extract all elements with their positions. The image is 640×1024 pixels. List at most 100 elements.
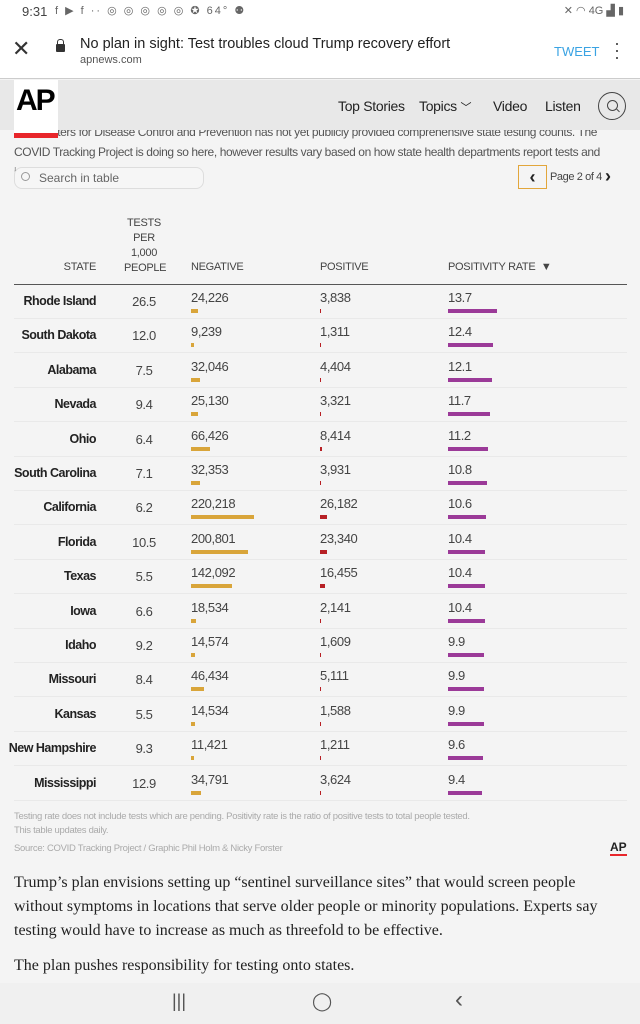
negative-bar bbox=[191, 721, 196, 726]
table-row: Nevada 9.4 25,130 3,321 11.7 bbox=[14, 388, 627, 423]
header-negative[interactable]: NEGATIVE bbox=[191, 261, 244, 273]
tests-per-1000: 6.2 bbox=[135, 500, 153, 516]
table-row: Texas 5.5 142,092 16,455 10.4 bbox=[14, 560, 627, 595]
tests-per-1000: 9.3 bbox=[135, 741, 153, 757]
table-row: Missouri 8.4 46,434 5,111 9.9 bbox=[14, 663, 627, 698]
table-update-note: This table updates daily. bbox=[14, 825, 109, 836]
table-row: Mississippi 12.9 34,791 3,624 9.4 bbox=[14, 767, 627, 801]
nav-topics[interactable]: Topics ﹀ bbox=[419, 98, 472, 114]
state-name: South Carolina bbox=[14, 466, 96, 480]
tests-per-1000: 10.5 bbox=[132, 534, 156, 550]
header-positive[interactable]: POSITIVE bbox=[320, 261, 369, 273]
tests-per-1000: 5.5 bbox=[135, 569, 153, 585]
notification-icons: f ▶ f ·· ◎ ◎ ◎ ◎ ◎ ✪ 64° ⚉ bbox=[55, 5, 247, 17]
positive-value: 3,624 bbox=[320, 771, 351, 787]
positive-bar bbox=[320, 481, 322, 485]
positivity-rate-value: 11.2 bbox=[448, 427, 471, 443]
state-name: Iowa bbox=[70, 603, 96, 618]
table-row: California 6.2 220,218 26,182 10.6 bbox=[14, 491, 627, 526]
positive-value: 2,141 bbox=[320, 599, 351, 615]
nav-top-stories[interactable]: Top Stories bbox=[338, 98, 405, 114]
nav-listen[interactable]: Listen bbox=[545, 98, 581, 114]
positivity-rate-value: 9.9 bbox=[448, 668, 465, 684]
tests-per-1000: 6.4 bbox=[135, 431, 153, 447]
state-name: New Hampshire bbox=[8, 741, 97, 756]
lock-icon[interactable] bbox=[56, 39, 65, 52]
positivity-rate-bar bbox=[448, 756, 483, 761]
positivity-rate-value: 10.6 bbox=[448, 496, 472, 512]
header-state[interactable]: STATE bbox=[63, 261, 97, 273]
negative-bar bbox=[191, 343, 194, 348]
positivity-rate-value: 12.1 bbox=[448, 358, 472, 374]
negative-bar bbox=[191, 584, 232, 589]
negative-bar bbox=[191, 515, 254, 520]
clock: 9:31 bbox=[22, 4, 48, 19]
positivity-rate-bar bbox=[448, 515, 487, 520]
table-search-input[interactable]: Search in table bbox=[14, 167, 204, 189]
next-page-button[interactable]: › bbox=[605, 166, 611, 186]
positivity-rate-value: 12.4 bbox=[448, 324, 472, 340]
ap-footer-logo: AP bbox=[610, 840, 627, 856]
negative-bar bbox=[191, 309, 198, 313]
tests-per-1000: 9.4 bbox=[135, 397, 153, 413]
positivity-rate-bar bbox=[448, 687, 484, 692]
positive-bar bbox=[320, 790, 322, 795]
positivity-rate-value: 9.9 bbox=[448, 702, 465, 718]
search-icon[interactable] bbox=[598, 92, 626, 120]
negative-bar bbox=[191, 377, 201, 382]
more-options-icon[interactable]: · · · bbox=[614, 33, 620, 67]
header-tests[interactable]: TESTS PER 1,000 PEOPLE bbox=[124, 217, 167, 274]
positive-value: 1,211 bbox=[320, 737, 350, 753]
home-icon[interactable]: ◯ bbox=[312, 991, 333, 1011]
table-row: South Carolina 7.1 32,353 3,931 10.8 bbox=[14, 457, 627, 491]
positive-value: 1,609 bbox=[320, 634, 351, 649]
state-name: Nevada bbox=[54, 397, 97, 412]
search-icon bbox=[21, 172, 30, 181]
recents-icon[interactable]: ||| bbox=[172, 991, 187, 1011]
positivity-rate-bar bbox=[448, 653, 484, 657]
positivity-rate-bar bbox=[448, 343, 493, 348]
positivity-rate-bar bbox=[448, 481, 487, 485]
state-name: Texas bbox=[63, 569, 97, 584]
positivity-rate-bar bbox=[448, 790, 482, 795]
tests-per-1000: 5.5 bbox=[135, 706, 153, 722]
state-name: Missouri bbox=[48, 672, 97, 687]
positive-value: 3,838 bbox=[320, 290, 351, 305]
negative-value: 14,574 bbox=[191, 634, 229, 649]
negative-bar bbox=[191, 687, 205, 692]
tests-per-1000: 26.5 bbox=[132, 294, 156, 309]
negative-bar bbox=[191, 412, 199, 417]
negative-value: 32,353 bbox=[191, 462, 229, 477]
positive-bar bbox=[320, 412, 321, 417]
nav-video[interactable]: Video bbox=[493, 98, 528, 114]
negative-bar bbox=[191, 790, 201, 795]
positive-bar bbox=[320, 309, 322, 313]
positivity-rate-bar bbox=[448, 412, 491, 417]
tests-per-1000: 8.4 bbox=[135, 672, 153, 688]
sort-desc-icon: ▼ bbox=[540, 261, 552, 273]
table-row: South Dakota 12.0 9,239 1,311 12.4 bbox=[14, 319, 627, 354]
status-bar: 9:31 f ▶ f ·· ◎ ◎ ◎ ◎ ◎ ✪ 64° ⚉ ✕ ◠ 4G ▟… bbox=[0, 0, 640, 24]
article-paragraph: The plan pushes responsibility for testi… bbox=[14, 957, 355, 974]
positivity-rate-value: 10.4 bbox=[448, 530, 472, 546]
negative-bar bbox=[191, 481, 201, 485]
back-icon[interactable]: ‹ bbox=[455, 986, 463, 1013]
previous-page-button[interactable]: ‹ bbox=[518, 165, 547, 189]
state-name: Rhode Island bbox=[23, 294, 97, 308]
table-row: Alabama 7.5 32,046 4,404 12.1 bbox=[14, 354, 627, 388]
close-icon[interactable]: ✕ bbox=[12, 36, 31, 61]
ap-logo[interactable]: AP bbox=[14, 80, 58, 138]
tweet-button[interactable]: TWEET bbox=[554, 44, 600, 59]
positive-value: 26,182 bbox=[320, 496, 358, 512]
positive-bar bbox=[320, 446, 323, 451]
tests-per-1000: 12.0 bbox=[132, 328, 156, 344]
negative-value: 14,534 bbox=[191, 702, 229, 718]
table-source: Source: COVID Tracking Project / Graphic… bbox=[14, 843, 283, 854]
positivity-rate-value: 13.7 bbox=[448, 290, 472, 305]
table-row: New Hampshire 9.3 11,421 1,211 9.6 bbox=[9, 732, 627, 767]
header-positivity-rate[interactable]: POSITIVITY RATE ▼ bbox=[448, 261, 552, 273]
positive-bar bbox=[320, 377, 322, 382]
positivity-rate-value: 9.4 bbox=[448, 771, 465, 787]
site-nav: AP Top Stories Topics ﹀ Video Listen bbox=[0, 80, 640, 138]
positive-value: 16,455 bbox=[320, 565, 358, 581]
